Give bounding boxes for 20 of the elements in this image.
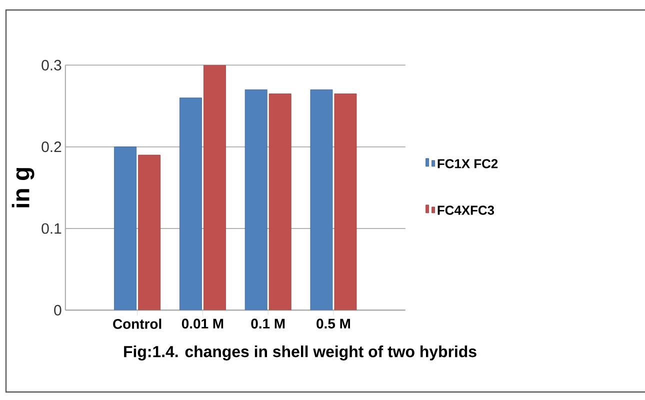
y-axis-title: in g	[12, 168, 34, 208]
y-tick-label: 0.1	[42, 223, 62, 234]
x-tick-label: 0.01 M	[182, 318, 224, 329]
x-tick-label: 0.1 M	[251, 318, 285, 329]
bar	[203, 65, 226, 310]
y-tick-label: 0.2	[42, 142, 62, 152]
x-tick-label: 0.5 M	[316, 318, 350, 329]
bar	[138, 154, 161, 310]
bar	[334, 94, 357, 310]
x-tick-label: Control	[113, 318, 162, 329]
bar	[310, 89, 333, 310]
y-tick-label: 0.3	[42, 60, 62, 70]
text: Fig:1.4. changes in shell weight of two hybrids	[124, 346, 476, 360]
bar	[244, 89, 268, 310]
bar	[180, 98, 202, 310]
bar	[268, 94, 292, 310]
legend-label: FC4XFC3	[438, 206, 494, 215]
legend-label: FC1X FC2	[438, 159, 498, 168]
bar	[114, 146, 137, 310]
y-tick-label: 0	[54, 304, 62, 316]
